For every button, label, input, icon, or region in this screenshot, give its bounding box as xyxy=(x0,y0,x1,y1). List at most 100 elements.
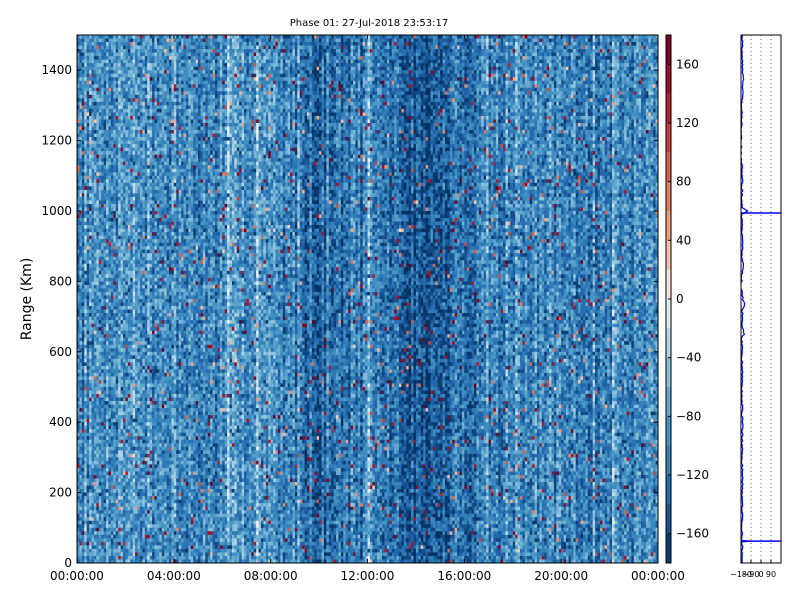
heatmap-cell xyxy=(207,84,211,89)
heatmap-cell xyxy=(91,63,95,68)
heatmap-cell xyxy=(503,98,506,103)
heatmap-cell xyxy=(176,73,180,78)
heatmap-cell xyxy=(290,84,293,89)
heatmap-cell xyxy=(103,66,107,71)
heatmap-cell xyxy=(193,42,197,46)
heatmap-cell xyxy=(135,80,138,85)
heatmap-cell xyxy=(265,42,269,46)
heatmap-cell xyxy=(408,59,412,64)
heatmap-cell xyxy=(205,59,209,64)
heatmap-cell xyxy=(500,101,504,106)
heatmap-cell xyxy=(566,73,569,78)
heatmap-cell xyxy=(142,45,146,50)
heatmap-cell xyxy=(503,70,506,75)
heatmap-cell xyxy=(336,80,339,85)
heatmap-cell xyxy=(285,42,289,46)
heatmap-cell xyxy=(394,49,397,53)
heatmap-cell xyxy=(539,94,543,99)
heatmap-cell xyxy=(452,94,456,99)
heatmap-cell xyxy=(268,94,272,99)
heatmap-cell xyxy=(164,45,167,50)
heatmap-cell xyxy=(621,73,625,78)
heatmap-cell xyxy=(290,52,293,57)
heatmap-cell xyxy=(374,35,378,39)
heatmap-cell xyxy=(89,101,92,106)
heatmap-cell xyxy=(212,63,216,68)
heatmap-cell xyxy=(103,91,107,96)
heatmap-cell xyxy=(493,77,497,82)
heatmap-cell xyxy=(520,66,523,71)
heatmap-cell xyxy=(125,59,129,64)
heatmap-cell xyxy=(481,42,485,46)
heatmap-cell xyxy=(437,91,441,96)
heatmap-cell xyxy=(488,87,492,92)
heatmap-cell xyxy=(290,49,293,53)
heatmap-cell xyxy=(256,77,259,82)
heatmap-cell xyxy=(311,87,315,92)
heatmap-cell xyxy=(403,70,407,75)
heatmap-cell xyxy=(614,49,618,53)
heatmap-cell xyxy=(590,59,594,64)
heatmap-cell xyxy=(481,77,485,82)
heatmap-cell xyxy=(265,73,269,78)
heatmap-cell xyxy=(260,66,264,71)
heatmap-cell xyxy=(561,98,564,103)
heatmap-cell xyxy=(449,77,453,82)
heatmap-cell xyxy=(369,63,373,68)
heatmap-cell xyxy=(263,94,267,99)
heatmap-cell xyxy=(132,45,136,50)
heatmap-cell xyxy=(89,98,92,103)
heatmap-cell xyxy=(314,66,318,71)
heatmap-cell xyxy=(619,63,623,68)
heatmap-cell xyxy=(224,84,228,89)
heatmap-cell xyxy=(454,101,458,106)
heatmap-cell xyxy=(304,98,308,103)
heatmap-cell xyxy=(309,105,313,110)
heatmap-cell xyxy=(113,98,117,103)
heatmap-cell xyxy=(205,91,209,96)
heatmap-cell xyxy=(500,80,504,85)
heatmap-cell xyxy=(91,77,95,82)
heatmap-cell xyxy=(522,52,526,57)
heatmap-cell xyxy=(556,45,560,50)
heatmap-cell xyxy=(483,84,487,89)
heatmap-cell xyxy=(195,49,199,53)
heatmap-cell xyxy=(193,70,197,75)
heatmap-cell xyxy=(214,105,218,110)
heatmap-cell xyxy=(93,84,97,89)
heatmap-cell xyxy=(423,35,426,39)
heatmap-cell xyxy=(529,52,533,57)
heatmap-cell xyxy=(655,80,658,85)
heatmap-cell xyxy=(125,63,129,68)
heatmap-cell xyxy=(214,35,218,39)
heatmap-cell xyxy=(81,38,85,43)
heatmap-cell xyxy=(437,42,441,46)
heatmap-cell xyxy=(130,49,134,53)
heatmap-cell xyxy=(118,45,121,50)
heatmap-cell xyxy=(292,101,296,106)
heatmap-cell xyxy=(454,38,458,43)
heatmap-cell xyxy=(379,80,383,85)
heatmap-cell xyxy=(493,98,497,103)
heatmap-cell xyxy=(144,45,148,50)
heatmap-cell xyxy=(137,49,141,53)
heatmap-cell xyxy=(415,98,419,103)
heatmap-cell xyxy=(159,49,163,53)
heatmap-cell xyxy=(190,56,194,61)
heatmap-cell xyxy=(558,94,562,99)
heatmap-cell xyxy=(556,59,560,64)
heatmap-cell xyxy=(185,45,189,50)
heatmap-cell xyxy=(471,87,475,92)
heatmap-cell xyxy=(454,98,458,103)
heatmap-cell xyxy=(641,94,644,99)
heatmap-cell xyxy=(457,45,460,50)
heatmap-cell xyxy=(135,94,138,99)
heatmap-cell xyxy=(440,98,443,103)
heatmap-cell xyxy=(486,45,489,50)
heatmap-cell xyxy=(553,87,557,92)
heatmap-cell xyxy=(229,105,233,110)
heatmap-cell xyxy=(144,56,148,61)
heatmap-cell xyxy=(628,91,632,96)
heatmap-cell xyxy=(268,77,272,82)
heatmap-cell xyxy=(389,105,393,110)
